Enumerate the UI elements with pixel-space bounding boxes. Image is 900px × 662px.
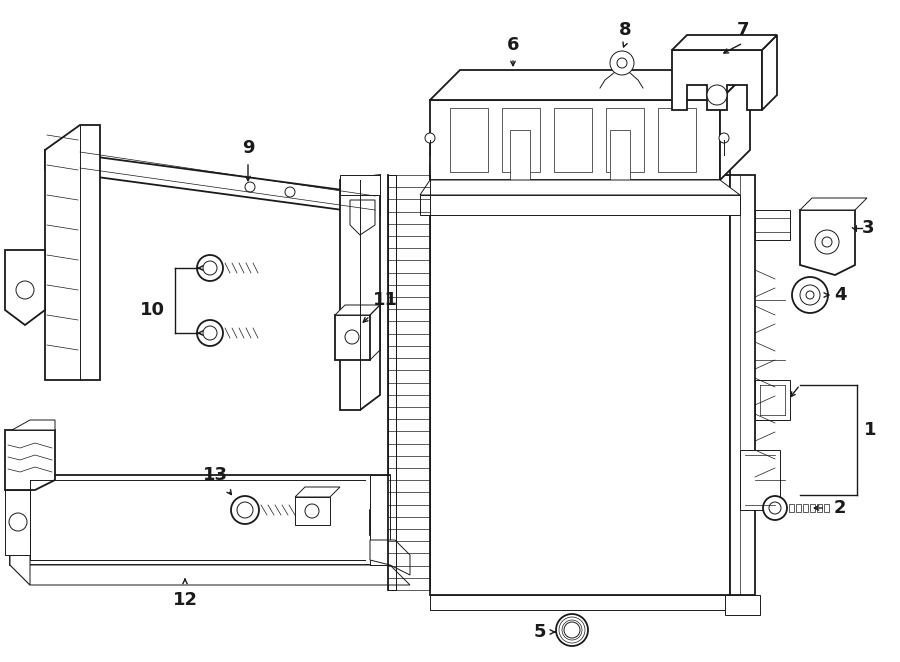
Polygon shape <box>510 130 530 180</box>
Circle shape <box>792 277 828 313</box>
Circle shape <box>305 504 319 518</box>
Polygon shape <box>762 35 777 110</box>
Polygon shape <box>388 175 396 590</box>
Polygon shape <box>730 175 755 595</box>
Polygon shape <box>295 487 340 497</box>
Circle shape <box>815 230 839 254</box>
Polygon shape <box>295 497 330 525</box>
Polygon shape <box>789 504 794 512</box>
Polygon shape <box>430 175 730 595</box>
Circle shape <box>763 496 787 520</box>
Circle shape <box>822 237 832 247</box>
Circle shape <box>197 255 223 281</box>
Circle shape <box>806 291 814 299</box>
Text: 7: 7 <box>737 21 749 39</box>
Polygon shape <box>796 504 801 512</box>
Polygon shape <box>810 504 815 512</box>
Circle shape <box>719 133 729 143</box>
Polygon shape <box>430 595 730 610</box>
Polygon shape <box>350 200 375 235</box>
Polygon shape <box>335 315 370 360</box>
Circle shape <box>707 85 727 105</box>
Polygon shape <box>554 108 592 172</box>
Polygon shape <box>610 130 630 180</box>
Polygon shape <box>5 490 30 555</box>
Text: 1: 1 <box>864 421 877 439</box>
Polygon shape <box>45 125 100 380</box>
Polygon shape <box>420 195 740 215</box>
Circle shape <box>231 496 259 524</box>
Circle shape <box>203 261 217 275</box>
Polygon shape <box>45 150 380 215</box>
Circle shape <box>769 502 781 514</box>
Polygon shape <box>755 380 790 420</box>
Polygon shape <box>370 475 390 565</box>
Polygon shape <box>430 70 750 100</box>
Polygon shape <box>10 565 410 585</box>
Text: 5: 5 <box>534 623 546 641</box>
Text: 6: 6 <box>507 36 519 54</box>
Text: 13: 13 <box>202 466 228 484</box>
Polygon shape <box>658 108 696 172</box>
Circle shape <box>197 320 223 346</box>
Polygon shape <box>803 504 808 512</box>
Polygon shape <box>720 70 750 180</box>
Circle shape <box>800 285 820 305</box>
Circle shape <box>345 330 359 344</box>
Polygon shape <box>5 430 55 490</box>
Polygon shape <box>12 420 55 430</box>
Polygon shape <box>10 475 30 585</box>
Text: 9: 9 <box>242 139 255 157</box>
Polygon shape <box>672 35 777 50</box>
Polygon shape <box>800 198 867 210</box>
Polygon shape <box>5 250 45 325</box>
Polygon shape <box>335 305 380 315</box>
Circle shape <box>245 182 255 192</box>
Polygon shape <box>430 100 720 180</box>
Text: 10: 10 <box>140 301 165 319</box>
Circle shape <box>610 51 634 75</box>
Polygon shape <box>10 475 390 565</box>
Text: 2: 2 <box>833 499 846 517</box>
Circle shape <box>16 281 34 299</box>
Polygon shape <box>755 210 790 240</box>
Polygon shape <box>824 504 829 512</box>
Circle shape <box>9 513 27 531</box>
Circle shape <box>617 58 627 68</box>
Polygon shape <box>740 450 780 510</box>
Text: 12: 12 <box>173 591 197 609</box>
Polygon shape <box>606 108 644 172</box>
Polygon shape <box>450 108 488 172</box>
Circle shape <box>237 502 253 518</box>
Circle shape <box>425 133 435 143</box>
Polygon shape <box>672 50 762 110</box>
Polygon shape <box>370 540 410 575</box>
Circle shape <box>203 326 217 340</box>
Circle shape <box>564 622 580 638</box>
Polygon shape <box>800 210 855 275</box>
Polygon shape <box>817 504 822 512</box>
Text: 11: 11 <box>373 291 398 309</box>
Polygon shape <box>725 595 760 615</box>
Circle shape <box>556 614 588 646</box>
Polygon shape <box>420 180 740 195</box>
Polygon shape <box>430 155 730 175</box>
Text: 3: 3 <box>862 219 874 237</box>
Text: 8: 8 <box>618 21 631 39</box>
Polygon shape <box>502 108 540 172</box>
Polygon shape <box>340 175 380 195</box>
Polygon shape <box>340 175 380 410</box>
Circle shape <box>285 187 295 197</box>
Text: 4: 4 <box>833 286 846 304</box>
